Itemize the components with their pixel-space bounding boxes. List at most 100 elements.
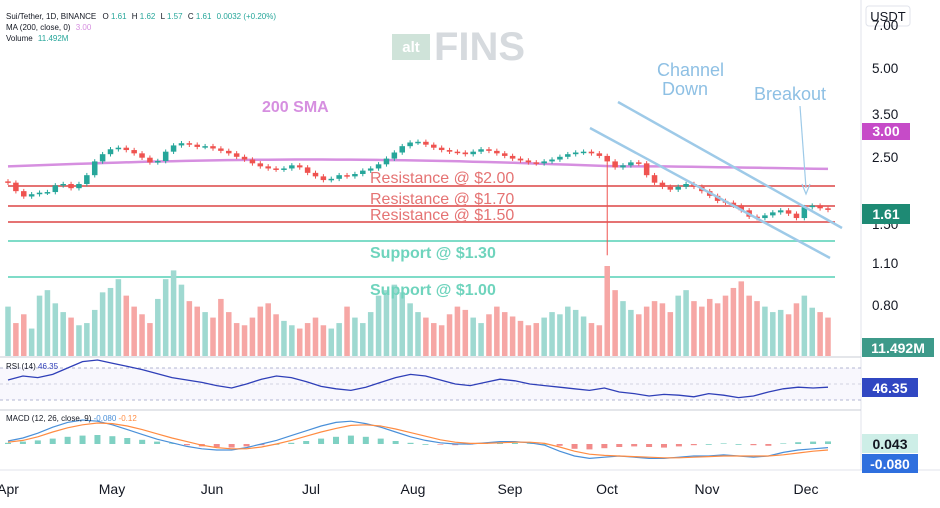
volume-bar <box>438 325 445 356</box>
x-tick-dec: Dec <box>794 481 819 497</box>
macd-value: -0.080 <box>94 414 117 423</box>
sma-value-badge <box>862 123 910 140</box>
candle-body <box>391 152 398 159</box>
candle-body <box>541 161 547 164</box>
volume-bar <box>257 306 264 356</box>
ohlc-low-label: L <box>161 12 166 21</box>
macd-histogram-bar <box>288 442 295 444</box>
volume-bar <box>675 295 681 356</box>
candle-body <box>312 172 319 177</box>
candle-body <box>178 143 185 146</box>
candle-body <box>281 168 287 170</box>
volume-bar <box>304 323 311 356</box>
volume-bar <box>423 317 429 356</box>
volume-bar <box>557 314 563 356</box>
y-tick-0.80: 0.80 <box>872 298 898 313</box>
rsi-value-badge-text: 46.35 <box>872 380 907 396</box>
candle-body <box>470 151 476 155</box>
macd-histogram-bar <box>183 444 190 446</box>
volume-bar <box>336 323 342 356</box>
volume-bar <box>170 270 177 356</box>
y-tick-1.10: 1.10 <box>872 256 898 271</box>
candle-body <box>383 158 390 165</box>
macd-histogram-bar <box>303 441 310 444</box>
volume-bar <box>273 314 279 356</box>
macd-signal-line <box>7 422 829 459</box>
macd-histogram-bar <box>34 440 41 444</box>
candle-body <box>367 168 374 171</box>
currency-button[interactable] <box>865 5 911 27</box>
svg-text:RSI (14) 46.35: RSI (14) 46.35 <box>6 362 59 371</box>
volume-bar <box>501 312 508 356</box>
symbol-line: Sui/Tether, 1D, BINANCE <box>6 12 96 21</box>
macd-histogram-bar <box>586 444 593 450</box>
candle-body <box>777 210 784 213</box>
candle-body <box>257 163 264 167</box>
volume-bar <box>643 306 650 356</box>
candle-body <box>659 182 666 187</box>
volume-bar <box>817 312 823 356</box>
candle-body <box>147 157 153 163</box>
rsi-path <box>7 359 829 399</box>
macd-histogram-bar <box>452 444 459 446</box>
last-price-badge-text: 1.61 <box>872 206 899 222</box>
ohlc-low-value: 1.57 <box>167 12 183 21</box>
ohlc-open-label: O <box>103 12 109 21</box>
x-tick-jul: Jul <box>302 481 320 497</box>
volume-bar <box>352 317 358 356</box>
volume-bar <box>249 317 256 356</box>
macd-histogram-bar <box>571 444 578 449</box>
volume-bar <box>28 328 35 356</box>
volume-bar <box>5 306 11 356</box>
ohlc-open-value: 1.61 <box>111 12 127 21</box>
volume-bar <box>375 295 382 356</box>
macd-histogram-bar <box>347 435 354 444</box>
volume-bar <box>691 301 697 356</box>
change-value: 0.0032 (+0.20%) <box>217 12 277 21</box>
macd-histogram-bar <box>407 442 414 444</box>
volume-bar <box>186 301 193 356</box>
volume-bar <box>612 290 618 356</box>
candle-body <box>478 149 484 152</box>
volume-bar <box>533 323 540 356</box>
volume-bar <box>565 306 571 356</box>
macd-hist-badge-text: 0.043 <box>872 436 907 452</box>
rsi-line <box>7 359 829 399</box>
candle-body <box>557 156 563 160</box>
macd-histogram-bar <box>646 444 653 447</box>
macd-histogram-bar <box>94 435 101 444</box>
candle-body <box>60 184 66 186</box>
volume-bar <box>99 292 106 356</box>
macd-histogram-bar <box>780 443 787 444</box>
macd-histogram-bar <box>169 443 175 444</box>
candle-body <box>525 160 532 163</box>
volume-value-badge-text: 11.492M <box>871 340 925 356</box>
channel-upper-line <box>617 100 843 230</box>
volume-bar <box>525 325 532 356</box>
volume-bar <box>651 301 658 356</box>
candle-body <box>139 153 145 158</box>
volume-bar <box>36 295 43 356</box>
last-price-badge <box>862 204 910 224</box>
candle-body <box>304 167 311 173</box>
candle-body <box>643 163 650 176</box>
macd-histogram-bar <box>735 444 742 445</box>
candle-body <box>241 156 248 160</box>
volume-bar <box>13 323 19 356</box>
volume-bar <box>770 312 776 356</box>
ohlc-high-label: H <box>132 12 138 21</box>
candle-body <box>517 158 524 161</box>
macd-histogram-bar <box>318 438 325 444</box>
candle-body <box>817 205 823 209</box>
volume-bar <box>131 306 137 356</box>
volume-bar <box>762 306 768 356</box>
volume-bar <box>801 295 808 356</box>
candle-body <box>123 147 130 151</box>
candle-body <box>194 144 200 147</box>
candle-body <box>604 155 610 162</box>
candle-body <box>336 175 342 179</box>
svg-text:Volume 11.492M: Volume 11.492M <box>6 34 69 43</box>
candle-body <box>320 176 327 181</box>
candle-body <box>785 210 792 214</box>
